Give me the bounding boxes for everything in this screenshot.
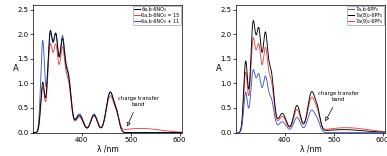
6a,b·6NO₃ <box>38 105 43 107</box>
6a,b·6NO₃ = 15 <box>38 108 43 110</box>
7a(9)₂·6PF₆ <box>302 122 307 124</box>
7a(9)₂·6PF₆ <box>351 127 356 129</box>
7a(8)₂·6PF₆ <box>351 129 356 131</box>
Text: charge transfer
band: charge transfer band <box>118 96 159 126</box>
7a(8)₂·6PF₆ <box>302 121 307 123</box>
Line: 6a,b·6NO₃: 6a,b·6NO₃ <box>33 30 182 133</box>
7a(8)₂·6PF₆ <box>241 94 246 95</box>
7a(9)₂·6PF₆ <box>251 37 256 39</box>
6a,b·6NO₃ = 15 <box>148 128 153 130</box>
7a,b·6PF₆ <box>351 132 356 134</box>
7a(9)₂·6PF₆ <box>306 106 311 108</box>
7a(8)₂·6PF₆ <box>378 131 383 133</box>
6a,b·6NO₃ <box>175 132 180 134</box>
6a,b·6NO₃ <box>176 132 180 134</box>
7a(8)₂·6PF₆ <box>233 132 238 134</box>
6a,b·6NO₃ <box>31 132 35 134</box>
Line: 7a(9)₂·6PF₆: 7a(9)₂·6PF₆ <box>236 38 385 133</box>
7a(9)₂·6PF₆ <box>378 130 383 132</box>
7a,b·6PF₆ <box>241 110 246 112</box>
6a,b·6NO₃ = 15 <box>175 131 180 133</box>
X-axis label: λ /nm: λ /nm <box>97 144 118 153</box>
7a,b·6PF₆ <box>378 132 383 134</box>
6a,b·6NO₃ + 11 <box>48 32 53 34</box>
Legend: 7a,b·6PF₆, 7a(8)₂·6PF₆, 7a(9)₂·6PF₆: 7a,b·6PF₆, 7a(8)₂·6PF₆, 7a(9)₂·6PF₆ <box>347 6 384 25</box>
X-axis label: λ /nm: λ /nm <box>300 144 321 153</box>
6a,b·6NO₃ + 11 <box>31 132 35 134</box>
7a,b·6PF₆ <box>383 132 387 134</box>
7a,b·6PF₆ <box>251 69 256 71</box>
Line: 6a,b·6NO₃ + 11: 6a,b·6NO₃ + 11 <box>33 33 182 133</box>
7a(8)₂·6PF₆ <box>306 102 311 104</box>
6a,b·6NO₃ + 11 <box>103 112 108 114</box>
6a,b·6NO₃ = 15 <box>48 42 53 44</box>
6a,b·6NO₃ <box>180 132 185 134</box>
6a,b·6NO₃ + 11 <box>38 82 43 84</box>
6a,b·6NO₃ + 11 <box>99 126 104 128</box>
Line: 7a(8)₂·6PF₆: 7a(8)₂·6PF₆ <box>236 21 385 133</box>
6a,b·6NO₃ <box>48 29 53 31</box>
7a(8)₂·6PF₆ <box>251 20 256 22</box>
6a,b·6NO₃ <box>99 127 104 128</box>
6a,b·6NO₃ <box>148 132 153 134</box>
6a,b·6NO₃ = 15 <box>31 132 35 134</box>
Text: charge transfer
band: charge transfer band <box>318 91 359 121</box>
7a(9)₂·6PF₆ <box>241 99 246 101</box>
7a(8)₂·6PF₆ <box>383 131 387 133</box>
Y-axis label: A: A <box>216 64 222 73</box>
7a(8)₂·6PF₆ <box>378 131 383 133</box>
Y-axis label: A: A <box>13 64 19 73</box>
6a,b·6NO₃ = 15 <box>103 113 108 115</box>
Legend: 6a,b·6NO₃, 6a,b·6NO₃ = 15, 6a,b·6NO₃ + 11: 6a,b·6NO₃, 6a,b·6NO₃ = 15, 6a,b·6NO₃ + 1… <box>133 6 181 25</box>
6a,b·6NO₃ + 11 <box>148 132 153 134</box>
6a,b·6NO₃ + 11 <box>175 132 180 134</box>
Line: 6a,b·6NO₃ = 15: 6a,b·6NO₃ = 15 <box>33 43 182 133</box>
6a,b·6NO₃ + 11 <box>176 132 180 134</box>
6a,b·6NO₃ = 15 <box>180 131 185 133</box>
7a(9)₂·6PF₆ <box>383 131 387 133</box>
6a,b·6NO₃ = 15 <box>176 131 180 133</box>
7a,b·6PF₆ <box>378 132 383 134</box>
Line: 7a,b·6PF₆: 7a,b·6PF₆ <box>236 70 385 133</box>
7a,b·6PF₆ <box>302 126 307 128</box>
7a,b·6PF₆ <box>233 132 238 134</box>
6a,b·6NO₃ <box>103 112 108 114</box>
6a,b·6NO₃ = 15 <box>99 127 104 128</box>
7a,b·6PF₆ <box>306 116 311 117</box>
6a,b·6NO₃ + 11 <box>180 132 185 134</box>
7a(9)₂·6PF₆ <box>233 132 238 134</box>
7a(9)₂·6PF₆ <box>378 130 383 132</box>
